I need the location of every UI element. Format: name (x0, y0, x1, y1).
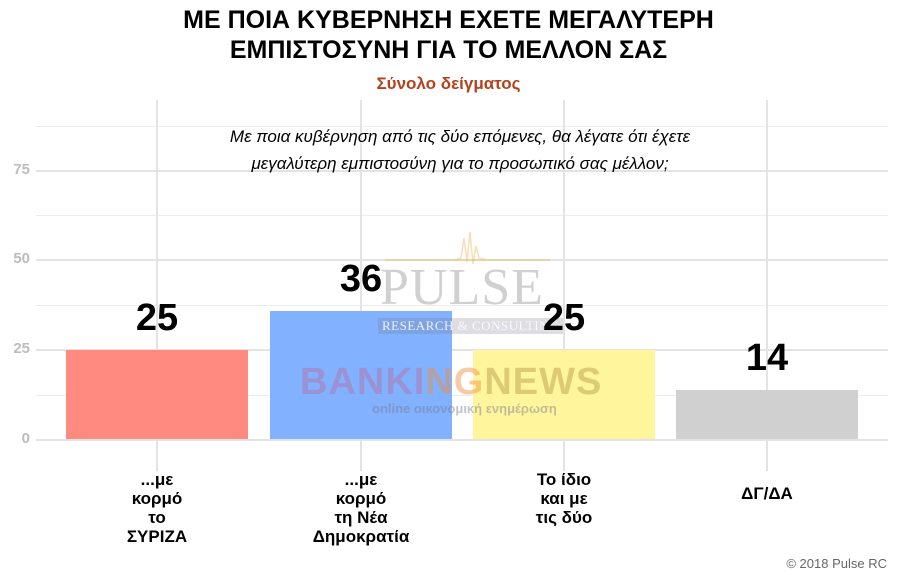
gridline-50 (36, 259, 888, 261)
gridline-62-5 (36, 215, 888, 216)
vgridline-4 (766, 100, 768, 471)
x-label-same: Το ίδιο και με τις δύο (535, 470, 593, 527)
chart-subtitle: Σύνολο δείγματος (376, 74, 521, 93)
vgridline-2 (360, 100, 362, 471)
x-tick-2 (360, 441, 362, 455)
pulse-logo-line (385, 259, 550, 261)
x-tick-3 (563, 441, 565, 455)
baseline-0 (36, 439, 888, 441)
bankingnews-watermark: BANKINGNEWS (300, 361, 603, 403)
x-label-nd: ...με κορμό τη Νέα Δημοκρατία (312, 470, 410, 546)
pulse-watermark: PULSE (380, 259, 544, 316)
vgridline-1 (156, 100, 158, 471)
y-tick-0: 0 (21, 430, 30, 447)
x-label-dkna: ΔΓ/ΔΑ (741, 484, 793, 503)
bar-same (473, 350, 655, 440)
pulse-logo-spike-icon (455, 231, 485, 265)
value-label-dkna: 14 (745, 337, 789, 379)
pulse-subtitle-watermark: RESEARCH & CONSULTING (378, 318, 563, 334)
x-tick-1 (156, 441, 158, 455)
bar-nd (270, 311, 452, 440)
x-label-syriza: ...με κορμό το ΣΥΡΙΖΑ (126, 470, 188, 546)
y-tick-50: 50 (13, 250, 30, 267)
chart-title-line-2: ΕΜΠΙΣΤΟΣΥΝΗ ΓΙΑ ΤΟ ΜΕΛΛΟΝ ΣΑΣ (229, 36, 668, 64)
question-annotation: Με ποια κυβέρνηση από τις δύο επόμενες, … (229, 127, 691, 173)
chart-title-line-1: ΜΕ ΠΟΙΑ ΚΥΒΕΡΝΗΣΗ ΕΧΕΤΕ ΜΕΓΑΛΥΤΕΡΗ (183, 6, 714, 34)
y-tick-75: 75 (13, 161, 30, 178)
value-label-syriza: 25 (135, 297, 179, 339)
bankingnews-tagline-watermark: online οικονομική ενημέρωση (372, 401, 557, 416)
value-label-nd: 36 (339, 258, 383, 300)
gridline-87-5 (36, 126, 888, 127)
vgridline-3 (563, 100, 565, 471)
gridline-12-5 (36, 395, 888, 396)
gridline-25 (36, 349, 888, 351)
gridline-75 (36, 170, 888, 172)
value-label-same: 25 (542, 297, 586, 339)
x-tick-4 (766, 441, 768, 455)
gridline-37-5 (36, 305, 888, 306)
bar-dkna (676, 390, 858, 440)
bar-syriza (66, 350, 248, 440)
copyright-footer: © 2018 Pulse RC (786, 556, 887, 571)
y-tick-25: 25 (13, 340, 30, 357)
